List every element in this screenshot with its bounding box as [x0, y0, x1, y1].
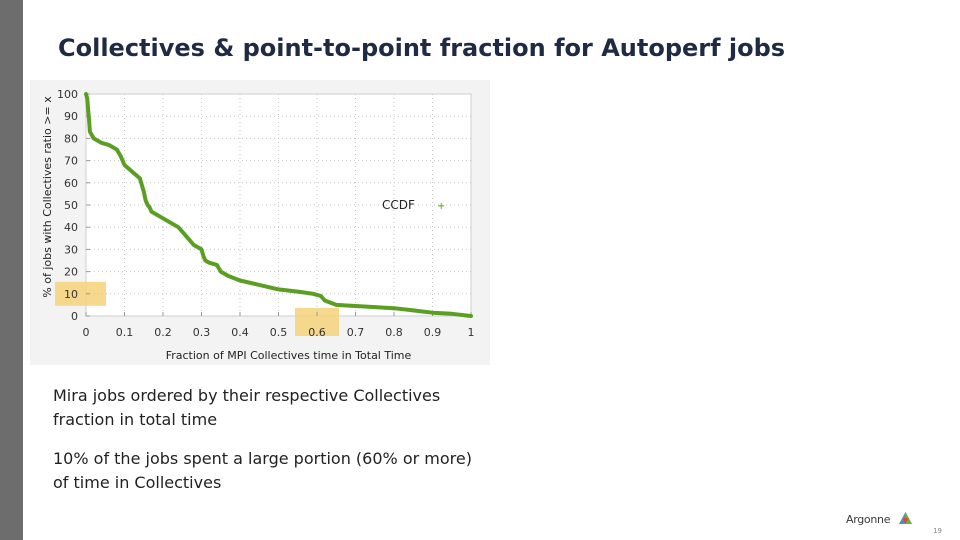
description-paragraph: Mira jobs ordered by their respective Co… [53, 386, 441, 429]
x-tick-label: 0.8 [385, 326, 403, 339]
x-tick-label: 0.7 [347, 326, 365, 339]
slide-title: Collectives & point-to-point fraction fo… [58, 34, 786, 62]
y-tick-label: 10 [64, 288, 78, 301]
series-line-ccdf [84, 92, 473, 318]
finding-paragraph: 10% of the jobs spent a large portion (6… [53, 449, 472, 492]
x-tick-label: 0.3 [193, 326, 211, 339]
x-tick-label: 0.2 [154, 326, 172, 339]
y-tick-label: 40 [64, 221, 78, 234]
page-number: 19 [933, 527, 942, 535]
x-tick-label: 0.1 [116, 326, 134, 339]
x-axis-label: Fraction of MPI Collectives time in Tota… [166, 349, 412, 362]
y-tick-label: 100 [57, 88, 78, 101]
y-tick-label: 20 [64, 266, 78, 279]
highlight-y-10 [55, 281, 106, 306]
x-tick-label: 0 [83, 326, 90, 339]
x-tick-label: 0.5 [270, 326, 288, 339]
left-accent-bar [0, 0, 23, 540]
x-tick-label: 0.9 [424, 326, 442, 339]
argonne-triangle-logo-icon [899, 512, 912, 524]
y-tick-label: 90 [64, 110, 78, 123]
ccdf-chart: 0 10 20 30 40 50 60 70 80 90 100 0 0.1 0.2 0.3 0.4 0.5 0.… [30, 80, 490, 365]
y-tick-label: 50 [64, 199, 78, 212]
y-axis-label: % of jobs with Collectives ratio >= x [41, 96, 54, 298]
y-tick-label: 70 [64, 155, 78, 168]
y-tick-label: 80 [64, 132, 78, 145]
argonne-logo: Argonne [846, 510, 916, 532]
legend-marker: + [437, 201, 445, 212]
x-tick-label: 0.4 [231, 326, 249, 339]
y-tick-label: 60 [64, 177, 78, 190]
x-tick-label: 1 [468, 326, 475, 339]
y-tick-label: 0 [71, 310, 78, 323]
y-tick-label: 30 [64, 243, 78, 256]
logo-text: Argonne [846, 513, 891, 526]
x-tick-label: 0.6 [308, 326, 326, 339]
ccdf-chart-svg: 0 10 20 30 40 50 60 70 80 90 100 0 0.1 0.2 0.3 0.4 0.5 0.… [41, 88, 475, 362]
legend-label: CCDF [382, 198, 415, 212]
